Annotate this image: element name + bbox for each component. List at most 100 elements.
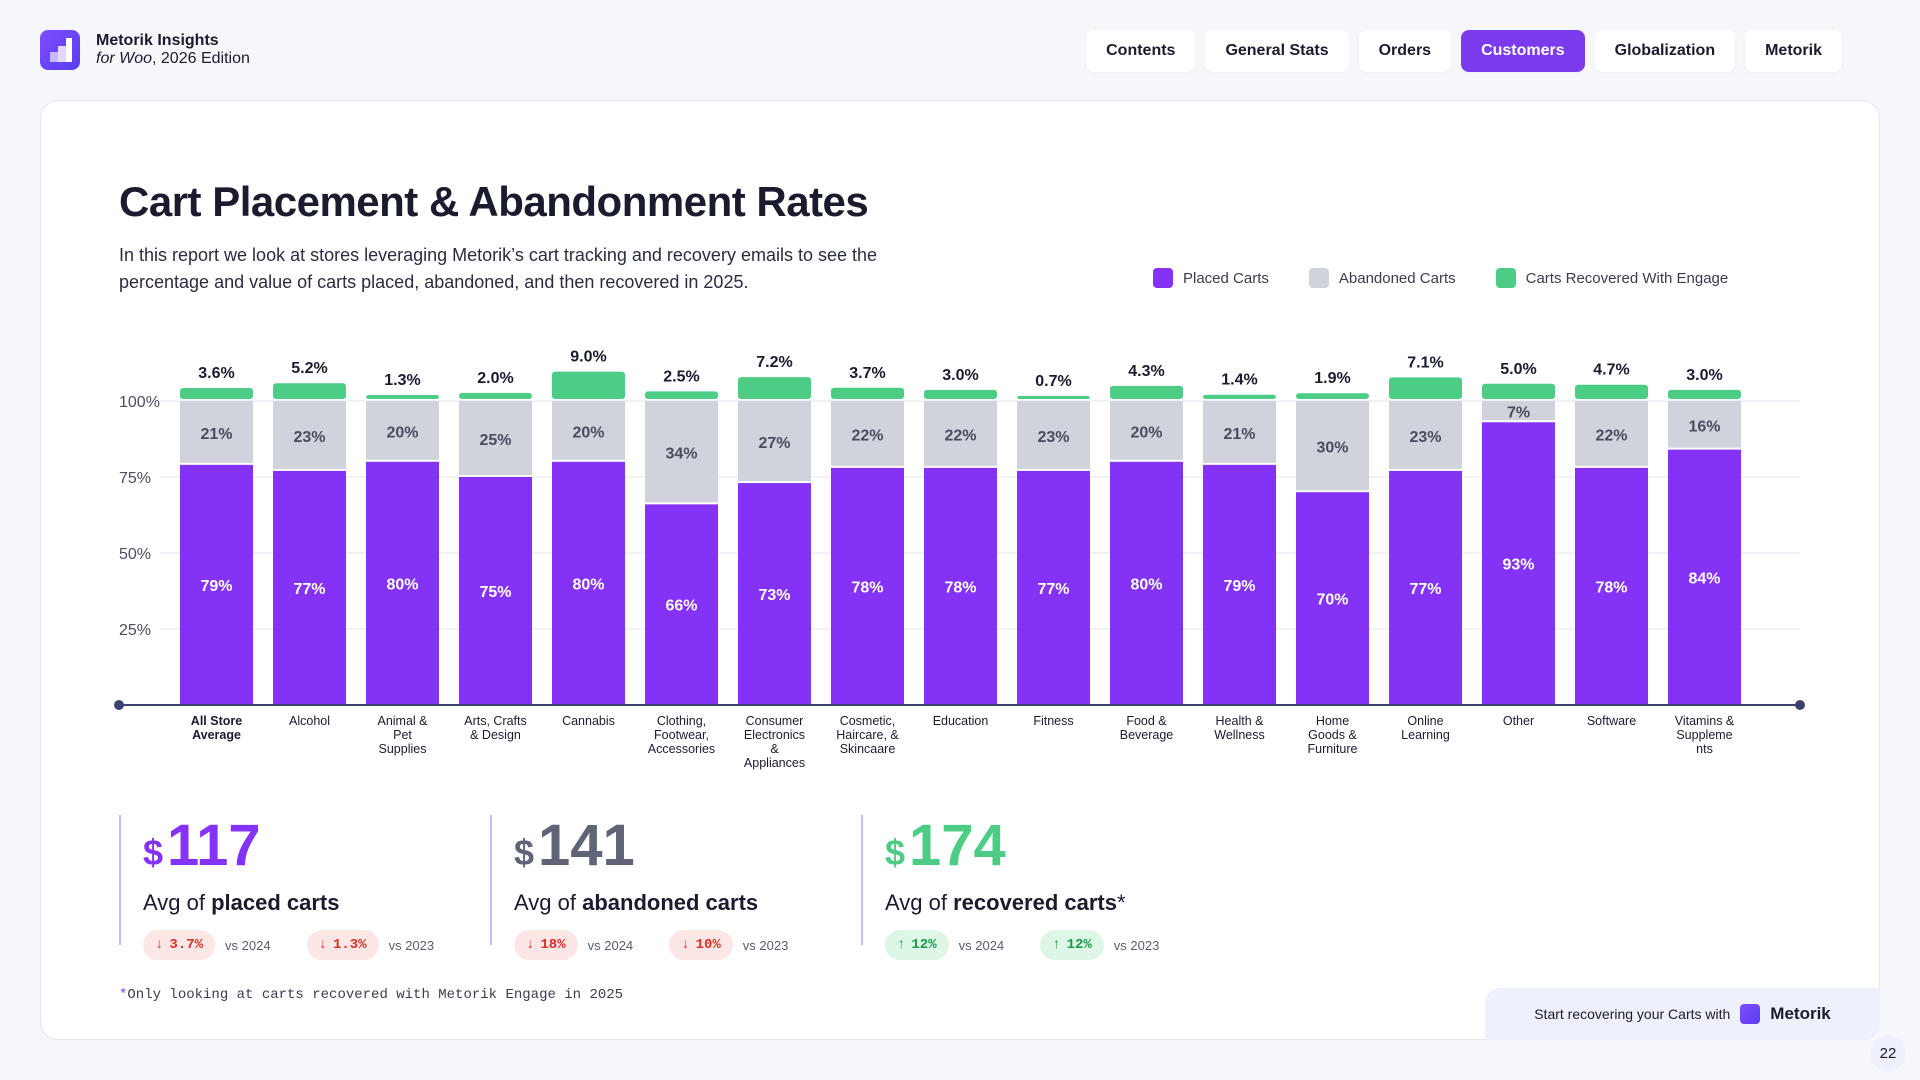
bar-placed	[180, 464, 253, 705]
nav-tab-customers[interactable]: Customers	[1461, 30, 1585, 72]
y-tick-label: 50%	[119, 546, 151, 563]
x-tick-label: Skincaare	[840, 742, 896, 756]
x-tick-label: Appliances	[744, 756, 805, 770]
x-tick-label: All Store	[191, 714, 242, 728]
nav-tab-globalization[interactable]: Globalization	[1594, 30, 1736, 72]
bar-abandoned	[366, 401, 439, 460]
data-label-abandoned: 25%	[479, 432, 511, 449]
x-tick-label: & Design	[470, 728, 521, 742]
stat-label-placed: Avg of placed carts	[143, 890, 340, 915]
bar-placed	[738, 483, 811, 705]
vs-label: vs 2024	[958, 937, 1005, 953]
data-label-abandoned: 23%	[1037, 429, 1069, 446]
legend-swatch-recovered	[1495, 268, 1516, 288]
stat-changes-abandoned: ↓ 18% vs 2024 ↓ 10% vs 2023	[514, 930, 814, 960]
cta-text: Start recovering your Carts with	[1534, 1006, 1731, 1022]
y-tick-label: 75%	[119, 470, 151, 487]
bar-abandoned	[1482, 401, 1555, 421]
data-label-recovered: 0.7%	[1035, 373, 1071, 390]
arrow-down-icon: ↓	[526, 937, 535, 953]
data-label-abandoned: 23%	[1409, 429, 1441, 446]
bar-placed	[1575, 467, 1648, 705]
stat-value-placed: $117	[143, 813, 261, 878]
brand[interactable]: Metorik Insights for Woo, 2026 Edition	[40, 30, 250, 70]
change-badge: ↑ 12%	[1040, 930, 1104, 960]
arrow-up-icon: ↑	[897, 937, 906, 953]
metorik-logo-icon	[1740, 1004, 1761, 1024]
cta-recover-carts[interactable]: Start recovering your Carts with Metorik	[1485, 988, 1880, 1040]
data-label-recovered: 2.5%	[663, 368, 699, 385]
bar-abandoned	[645, 401, 718, 503]
x-tick-label: Beverage	[1120, 728, 1174, 742]
nav-tab-general-stats[interactable]: General Stats	[1205, 30, 1349, 72]
stat-value-recovered: $174	[885, 813, 1006, 878]
data-label-placed: 79%	[1223, 578, 1255, 595]
bar-placed	[1203, 464, 1276, 705]
arrow-down-icon: ↓	[155, 937, 164, 953]
bar-placed	[831, 467, 904, 705]
bar-recovered	[180, 388, 253, 399]
stat-placed-carts: $117 Avg of placed carts ↓ 3.7% vs 2024 ↓…	[119, 813, 460, 960]
x-tick-label: Other	[1503, 714, 1534, 728]
nav-tab-contents[interactable]: Contents	[1086, 30, 1196, 72]
vs-label: vs 2023	[1113, 937, 1160, 953]
vs-label: vs 2024	[587, 937, 634, 953]
bar-recovered	[1482, 383, 1555, 399]
metorik-logo-icon	[40, 30, 80, 70]
x-tick-label: Cannabis	[562, 714, 615, 728]
bar-abandoned	[1668, 401, 1741, 448]
bar-recovered	[459, 392, 532, 399]
bar-abandoned	[273, 401, 346, 469]
y-tick-label: 25%	[119, 622, 151, 639]
nav-tab-orders[interactable]: Orders	[1358, 30, 1452, 72]
data-label-abandoned: 22%	[851, 427, 883, 444]
brand-subtitle: for Woo, 2026 Edition	[96, 50, 250, 67]
stat-label-abandoned: Avg of abandoned carts	[514, 890, 759, 915]
y-tick-label: 100%	[119, 394, 160, 411]
legend-item-placed: Placed Carts	[1153, 268, 1269, 288]
bar-recovered	[645, 391, 718, 399]
legend-swatch-abandoned	[1308, 268, 1329, 288]
legend-item-abandoned: Abandoned Carts	[1308, 268, 1456, 288]
data-label-recovered: 3.0%	[942, 367, 978, 384]
data-label-placed: 93%	[1502, 557, 1534, 574]
bar-recovered	[1668, 389, 1741, 399]
bar-placed	[273, 470, 346, 705]
axis-end-dot	[1795, 700, 1805, 710]
data-label-recovered: 3.6%	[198, 365, 234, 382]
arrow-down-icon: ↓	[318, 937, 327, 953]
arrow-up-icon: ↑	[1052, 937, 1061, 953]
change-badge: ↓ 10%	[669, 930, 733, 960]
data-label-abandoned: 20%	[572, 424, 604, 441]
bar-recovered	[1017, 396, 1090, 399]
x-tick-label: Suppleme	[1676, 728, 1732, 742]
data-label-placed: 77%	[1037, 581, 1069, 598]
x-tick-label: Haircare, &	[836, 728, 899, 742]
nav-tab-metorik[interactable]: Metorik	[1745, 30, 1842, 72]
bar-recovered	[366, 395, 439, 399]
bar-abandoned	[924, 401, 997, 466]
page-description: In this report we look at stores leverag…	[119, 245, 878, 292]
legend-label-placed: Placed Carts	[1183, 269, 1269, 287]
data-label-recovered: 1.9%	[1314, 370, 1350, 387]
vs-label: vs 2024	[225, 937, 271, 953]
bar-abandoned	[831, 401, 904, 466]
data-label-placed: 80%	[572, 576, 604, 593]
bar-abandoned	[1389, 401, 1462, 469]
data-label-recovered: 7.1%	[1407, 354, 1443, 371]
x-tick-label: Supplies	[379, 742, 427, 756]
data-label-placed: 70%	[1316, 592, 1348, 609]
bar-recovered	[552, 371, 625, 399]
data-label-placed: 77%	[1409, 581, 1441, 598]
data-label-placed: 78%	[851, 579, 883, 596]
data-label-placed: 66%	[665, 598, 697, 615]
data-label-abandoned: 30%	[1316, 440, 1348, 457]
bar-placed	[459, 477, 532, 705]
bar-recovered	[831, 387, 904, 399]
legend-swatch-placed	[1153, 268, 1173, 288]
bar-abandoned	[552, 401, 625, 460]
x-tick-label: Food &	[1126, 714, 1167, 728]
bar-abandoned	[1296, 401, 1369, 491]
x-tick-label: Pet	[393, 728, 412, 742]
